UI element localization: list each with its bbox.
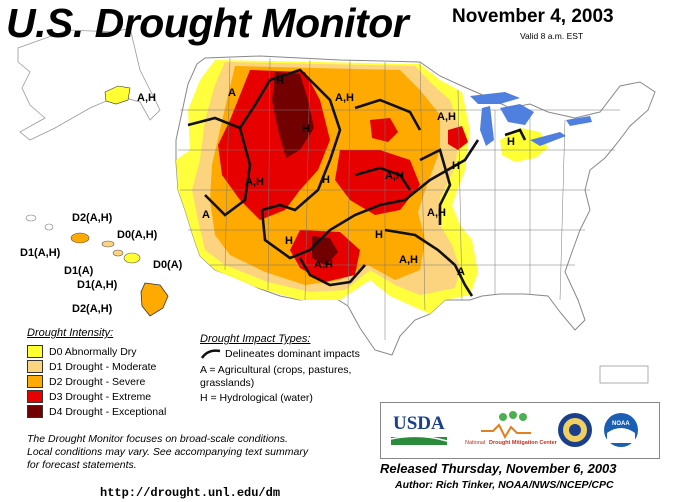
map-label: D0(A) <box>153 259 183 271</box>
author-credit: Author: Rich Tinker, NOAA/NWS/NCEP/CPC <box>395 479 614 491</box>
alaska-d0-area <box>104 85 131 105</box>
usda-logo: USDA <box>390 413 448 445</box>
map-label: A <box>202 209 210 221</box>
legend-item-d1: D1 Drought - Moderate <box>27 360 156 373</box>
map-label: H <box>452 160 460 172</box>
map-label: H <box>375 229 383 241</box>
map-label: D1(A,H) <box>77 279 118 291</box>
legend-swatch <box>27 375 43 388</box>
map-label: D1(A) <box>64 265 94 277</box>
svg-text:NOAA: NOAA <box>612 421 630 427</box>
hawaii-map <box>25 214 169 317</box>
map-label: A,H <box>245 176 264 188</box>
map-label: H <box>285 235 293 247</box>
puerto-rico-map <box>599 365 649 384</box>
impact-agricultural: A = Agricultural (crops, pastures, <box>200 364 352 376</box>
svg-text:USDA: USDA <box>393 413 445 434</box>
legend-label: D2 Drought - Severe <box>49 375 146 388</box>
impact-line-icon <box>200 349 221 359</box>
legend-title: Drought Intensity: <box>27 327 114 339</box>
map-label: A,H <box>335 92 354 104</box>
disclaimer-note: The Drought Monitor focuses on broad-sca… <box>27 433 308 472</box>
website-url[interactable]: http://drought.unl.edu/dm <box>100 486 281 500</box>
release-date: Released Thursday, November 6, 2003 <box>380 461 617 476</box>
map-label: A,H <box>314 259 333 271</box>
legend-item-d4: D4 Drought - Exceptional <box>27 405 166 418</box>
svg-text:National: National <box>465 440 485 446</box>
page-title: U.S. Drought Monitor <box>6 0 409 46</box>
map-label: A,H <box>427 207 446 219</box>
noaa-logo: NOAA <box>604 413 638 447</box>
map-label: A,H <box>399 254 418 266</box>
legend-item-d3: D3 Drought - Extreme <box>27 390 151 403</box>
impact-boundaries <box>187 68 527 297</box>
note-line: The Drought Monitor focuses on broad-sca… <box>27 433 288 445</box>
map-label: A,H <box>137 92 156 104</box>
map-label: A <box>228 87 236 99</box>
map-label: D2(A,H) <box>72 303 113 315</box>
impact-types-title: Drought Impact Types: <box>200 333 311 345</box>
ndmc-logo: National Drought Mitigation Center <box>465 411 558 446</box>
legend-label: D1 Drought - Moderate <box>49 360 157 373</box>
legend-item-d2: D2 Drought - Severe <box>27 375 145 388</box>
map-label: A,H <box>437 111 456 123</box>
valid-time: Valid 8 a.m. EST <box>520 31 584 41</box>
legend-swatch <box>27 345 43 358</box>
legend-swatch <box>27 360 43 373</box>
commerce-seal-icon <box>558 413 592 447</box>
impact-agricultural-cont: grasslands) <box>200 377 255 389</box>
map-label: H <box>302 123 310 135</box>
conus-map <box>175 55 656 356</box>
legend-label: D4 Drought - Exceptional <box>49 405 167 418</box>
note-line: for forecast statements. <box>27 459 137 471</box>
map-label: H <box>276 75 284 87</box>
map-label: D1(A,H) <box>20 247 61 259</box>
map-label: D2(A,H) <box>72 212 113 224</box>
legend-swatch <box>27 390 43 403</box>
legend-item-d0: D0 Abnormally Dry <box>27 345 137 358</box>
legend-swatch <box>27 405 43 418</box>
map-label: A,H <box>385 170 404 182</box>
map-label: H <box>322 174 330 186</box>
svg-text:Drought Mitigation Center: Drought Mitigation Center <box>489 440 558 446</box>
impact-line-label: Delineates dominant impacts <box>225 348 360 360</box>
alaska-map <box>17 27 161 141</box>
partner-logos: USDA National Drought Mitigation Center … <box>380 402 660 459</box>
note-line: Local conditions may vary. See accompany… <box>27 446 309 458</box>
legend-label: D0 Abnormally Dry <box>49 345 137 358</box>
map-label: D0(A,H) <box>117 229 158 241</box>
map-label: A <box>457 266 465 278</box>
map-label: H <box>507 136 515 148</box>
legend-label: D3 Drought - Extreme <box>49 390 152 403</box>
map-date: November 4, 2003 <box>452 6 614 27</box>
impact-hydrological: H = Hydrological (water) <box>200 392 313 404</box>
